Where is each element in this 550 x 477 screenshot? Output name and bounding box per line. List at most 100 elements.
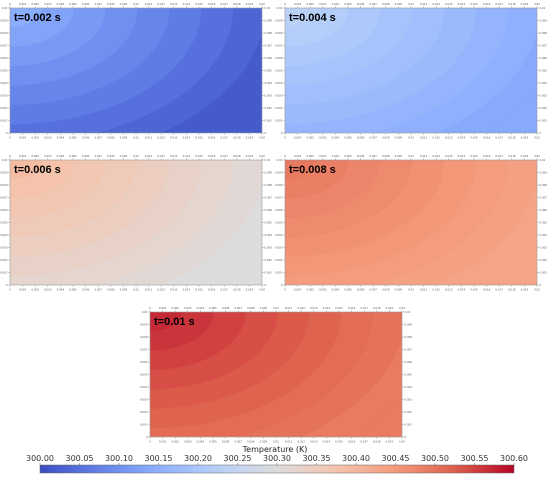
x-tick-label: 0.001 — [159, 440, 167, 444]
x-tick-label-top: 0.006 — [222, 306, 230, 310]
y-tick-label-right: 0.006 — [405, 360, 413, 364]
x-tick-label-top: 0.004 — [197, 306, 205, 310]
y-tick-label: 0.005 — [0, 68, 8, 72]
x-tick-label-top: 0 — [9, 154, 11, 158]
y-tick-label: 0.005 — [275, 68, 283, 72]
y-tick-label: 0.006 — [275, 208, 283, 212]
x-tick-label: 0.007 — [369, 288, 377, 292]
y-tick-label-right: 0.008 — [405, 335, 413, 339]
y-tick-label-right: 0.007 — [265, 43, 273, 47]
colorbar-tick-label: 300.00 — [26, 454, 54, 463]
x-tick-label: 0 — [284, 136, 286, 140]
colorbar-tick-label: 300.10 — [105, 454, 133, 463]
x-tick-label: 0.019 — [246, 136, 254, 140]
x-tick-label: 0.005 — [344, 288, 352, 292]
x-tick-label: 0.012 — [432, 288, 440, 292]
x-tick-label-top: 0.013 — [170, 154, 178, 158]
x-tick-label-top: 0.008 — [107, 2, 115, 6]
y-tick-label: 0.002 — [0, 106, 8, 110]
y-tick-label-right: 0.005 — [405, 372, 413, 376]
x-tick-label: 0.008 — [247, 440, 255, 444]
y-tick-label-right: 0.007 — [540, 195, 548, 199]
x-tick-label-top: 0.001 — [294, 2, 302, 6]
y-tick-label-right: 0.003 — [540, 245, 548, 249]
colorbar-tick-label: 300.25 — [224, 454, 252, 463]
x-tick-label: 0.019 — [521, 136, 529, 140]
y-tick-label-right: 0.001 — [540, 118, 548, 122]
y-tick-label-right: 0.003 — [540, 93, 548, 97]
x-tick-label: 0.009 — [395, 136, 403, 140]
x-tick-label: 0.007 — [234, 440, 242, 444]
y-tick-label-right: 0.009 — [265, 170, 273, 174]
contour-panel-1: 000.0010.0010.0020.0020.0030.0030.0040.0… — [0, 2, 273, 140]
y-tick-label: 0.002 — [0, 258, 8, 262]
x-tick-label: 0.009 — [395, 288, 403, 292]
x-tick-label-top: 0.007 — [369, 154, 377, 158]
x-tick-label-top: 0.008 — [382, 154, 390, 158]
x-tick-label: 0.006 — [82, 136, 90, 140]
x-tick-label-top: 0.003 — [319, 154, 327, 158]
y-tick-label-right: 0.009 — [405, 322, 413, 326]
contour-bands — [10, 8, 262, 133]
x-tick-label-top: 0.002 — [306, 154, 314, 158]
x-tick-label-top: 0.009 — [395, 154, 403, 158]
x-tick-label: 0.005 — [69, 288, 77, 292]
x-tick-label-top: 0.014 — [458, 154, 466, 158]
x-tick-label: 0.018 — [508, 288, 516, 292]
y-tick-label-right: 0.006 — [540, 56, 548, 60]
x-tick-label: 0.015 — [335, 440, 343, 444]
y-tick-label: 0.001 — [140, 422, 148, 426]
x-tick-label-top: 0.005 — [344, 2, 352, 6]
x-tick-label: 0.007 — [369, 136, 377, 140]
colorbar-tick-label: 300.50 — [421, 454, 449, 463]
x-tick-label-top: 0.008 — [247, 306, 255, 310]
x-tick-label-top: 0.008 — [382, 2, 390, 6]
x-tick-label-top: 0.011 — [145, 2, 153, 6]
x-tick-label: 0.01 — [408, 288, 414, 292]
y-tick-label-right: 0.006 — [265, 56, 273, 60]
y-tick-label: 0.009 — [0, 18, 8, 22]
x-tick-label-top: 0.012 — [157, 154, 165, 158]
x-tick-label: 0.002 — [171, 440, 179, 444]
x-tick-label: 0.019 — [246, 288, 254, 292]
x-tick-label: 0.01 — [408, 136, 414, 140]
panel-title: t=0.01 s — [154, 316, 195, 328]
x-tick-label-top: 0.002 — [31, 2, 39, 6]
x-tick-label-top: 0.001 — [19, 154, 27, 158]
x-tick-label: 0.02 — [534, 288, 540, 292]
x-tick-label: 0.016 — [208, 136, 216, 140]
colorbar-tick-label: 300.05 — [66, 454, 94, 463]
x-tick-label: 0.019 — [386, 440, 394, 444]
y-tick-label: 0.001 — [275, 118, 283, 122]
y-tick-label: 0.006 — [140, 360, 148, 364]
y-tick-label: 0.002 — [275, 258, 283, 262]
x-tick-label: 0.005 — [344, 136, 352, 140]
y-tick-label-right: 0 — [265, 131, 267, 135]
x-tick-label-top: 0.015 — [470, 154, 478, 158]
x-tick-label-top: 0.013 — [445, 154, 453, 158]
x-tick-label: 0.018 — [233, 136, 241, 140]
x-tick-label-top: 0.003 — [44, 154, 52, 158]
x-tick-label: 0.017 — [220, 288, 228, 292]
x-tick-label-top: 0.012 — [432, 154, 440, 158]
x-tick-label: 0.014 — [323, 440, 331, 444]
x-tick-label-top: 0.009 — [395, 2, 403, 6]
contour-bands — [285, 160, 477, 277]
x-tick-label-top: 0.018 — [373, 306, 381, 310]
colorbar-gradient — [39, 464, 515, 474]
x-tick-label-top: 0.013 — [310, 306, 318, 310]
y-tick-label-right: 0.003 — [405, 397, 413, 401]
x-tick-label: 0.003 — [184, 440, 192, 444]
y-tick-label: 0.004 — [0, 233, 8, 237]
x-tick-label: 0.011 — [145, 288, 153, 292]
y-tick-label: 0.009 — [275, 170, 283, 174]
x-tick-label-top: 0.018 — [508, 2, 516, 6]
y-tick-label-right: 0.009 — [265, 18, 273, 22]
x-tick-label-top: 0.015 — [335, 306, 343, 310]
y-tick-label-right: 0.006 — [540, 208, 548, 212]
x-tick-label-top: 0.007 — [234, 306, 242, 310]
contour-band — [10, 8, 42, 28]
x-tick-label: 0 — [149, 440, 151, 444]
x-tick-label: 0.006 — [222, 440, 230, 444]
x-tick-label-top: 0.004 — [57, 2, 65, 6]
